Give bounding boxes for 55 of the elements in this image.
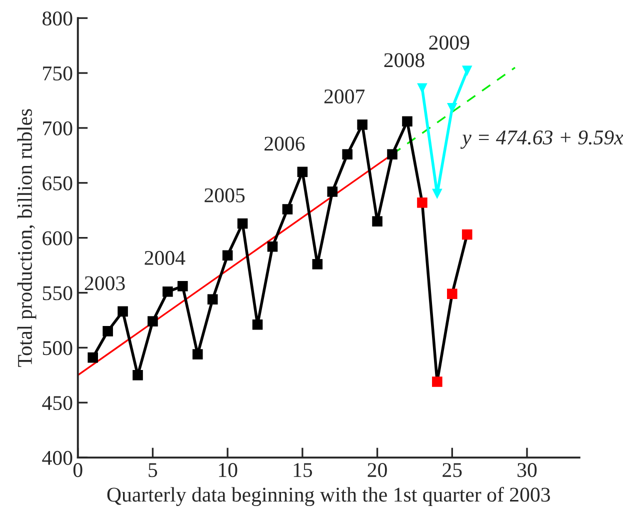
point bbox=[446, 288, 458, 299]
x-tick-label: 20 bbox=[368, 463, 387, 478]
point bbox=[462, 229, 472, 240]
point bbox=[297, 166, 308, 178]
point bbox=[342, 149, 352, 160]
point bbox=[222, 250, 233, 261]
point bbox=[178, 281, 188, 292]
x-tick-label: 30 bbox=[518, 463, 537, 478]
point bbox=[402, 116, 412, 127]
x-tick-label: 0 bbox=[73, 463, 82, 478]
annotation: 2007 bbox=[324, 89, 365, 104]
point bbox=[327, 186, 338, 197]
point bbox=[148, 316, 158, 326]
point bbox=[132, 370, 143, 380]
point bbox=[118, 306, 128, 317]
point bbox=[446, 103, 458, 114]
y-tick-label: 550 bbox=[42, 286, 72, 300]
x-tick-label: 5 bbox=[148, 463, 158, 478]
point bbox=[312, 259, 323, 270]
annotation: 2008 bbox=[384, 53, 424, 68]
x-tick-label: 25 bbox=[442, 463, 462, 478]
point bbox=[267, 241, 278, 252]
annotation: 2009 bbox=[429, 36, 470, 50]
point bbox=[162, 286, 173, 297]
annotation: 2005 bbox=[204, 188, 245, 202]
y-tick-label: 800 bbox=[42, 11, 72, 26]
x-tick-label: 15 bbox=[294, 463, 312, 478]
point bbox=[252, 319, 263, 330]
point bbox=[102, 326, 113, 336]
y-tick-label: 700 bbox=[43, 121, 72, 136]
y-tick-label: 750 bbox=[43, 66, 72, 80]
point bbox=[432, 376, 442, 387]
point bbox=[357, 120, 368, 130]
x-tick-label: 10 bbox=[218, 463, 238, 478]
y-axis-title: Total production, billion rubles bbox=[17, 109, 36, 367]
point bbox=[237, 218, 248, 229]
point bbox=[282, 204, 293, 214]
point bbox=[88, 352, 98, 363]
y-tick-label: 500 bbox=[42, 341, 72, 356]
y-tick-label: 450 bbox=[42, 396, 72, 410]
y-tick-label: 400 bbox=[42, 450, 72, 465]
point bbox=[432, 188, 442, 200]
point bbox=[207, 294, 218, 304]
annotation: 2003 bbox=[84, 276, 125, 290]
y-tick-label: 600 bbox=[42, 231, 72, 246]
y-tick-label: 650 bbox=[42, 176, 72, 190]
point bbox=[192, 349, 203, 360]
point bbox=[462, 66, 472, 76]
x-axis-title: Quarterly data beginning with the 1st quarter of 2003 bbox=[107, 486, 550, 506]
point bbox=[417, 198, 428, 208]
point bbox=[387, 149, 398, 160]
annotation: 2006 bbox=[264, 136, 305, 151]
annotation: y = 474.63 + 9.59x bbox=[460, 130, 623, 149]
point bbox=[372, 216, 382, 226]
annotation: 2004 bbox=[144, 250, 186, 265]
